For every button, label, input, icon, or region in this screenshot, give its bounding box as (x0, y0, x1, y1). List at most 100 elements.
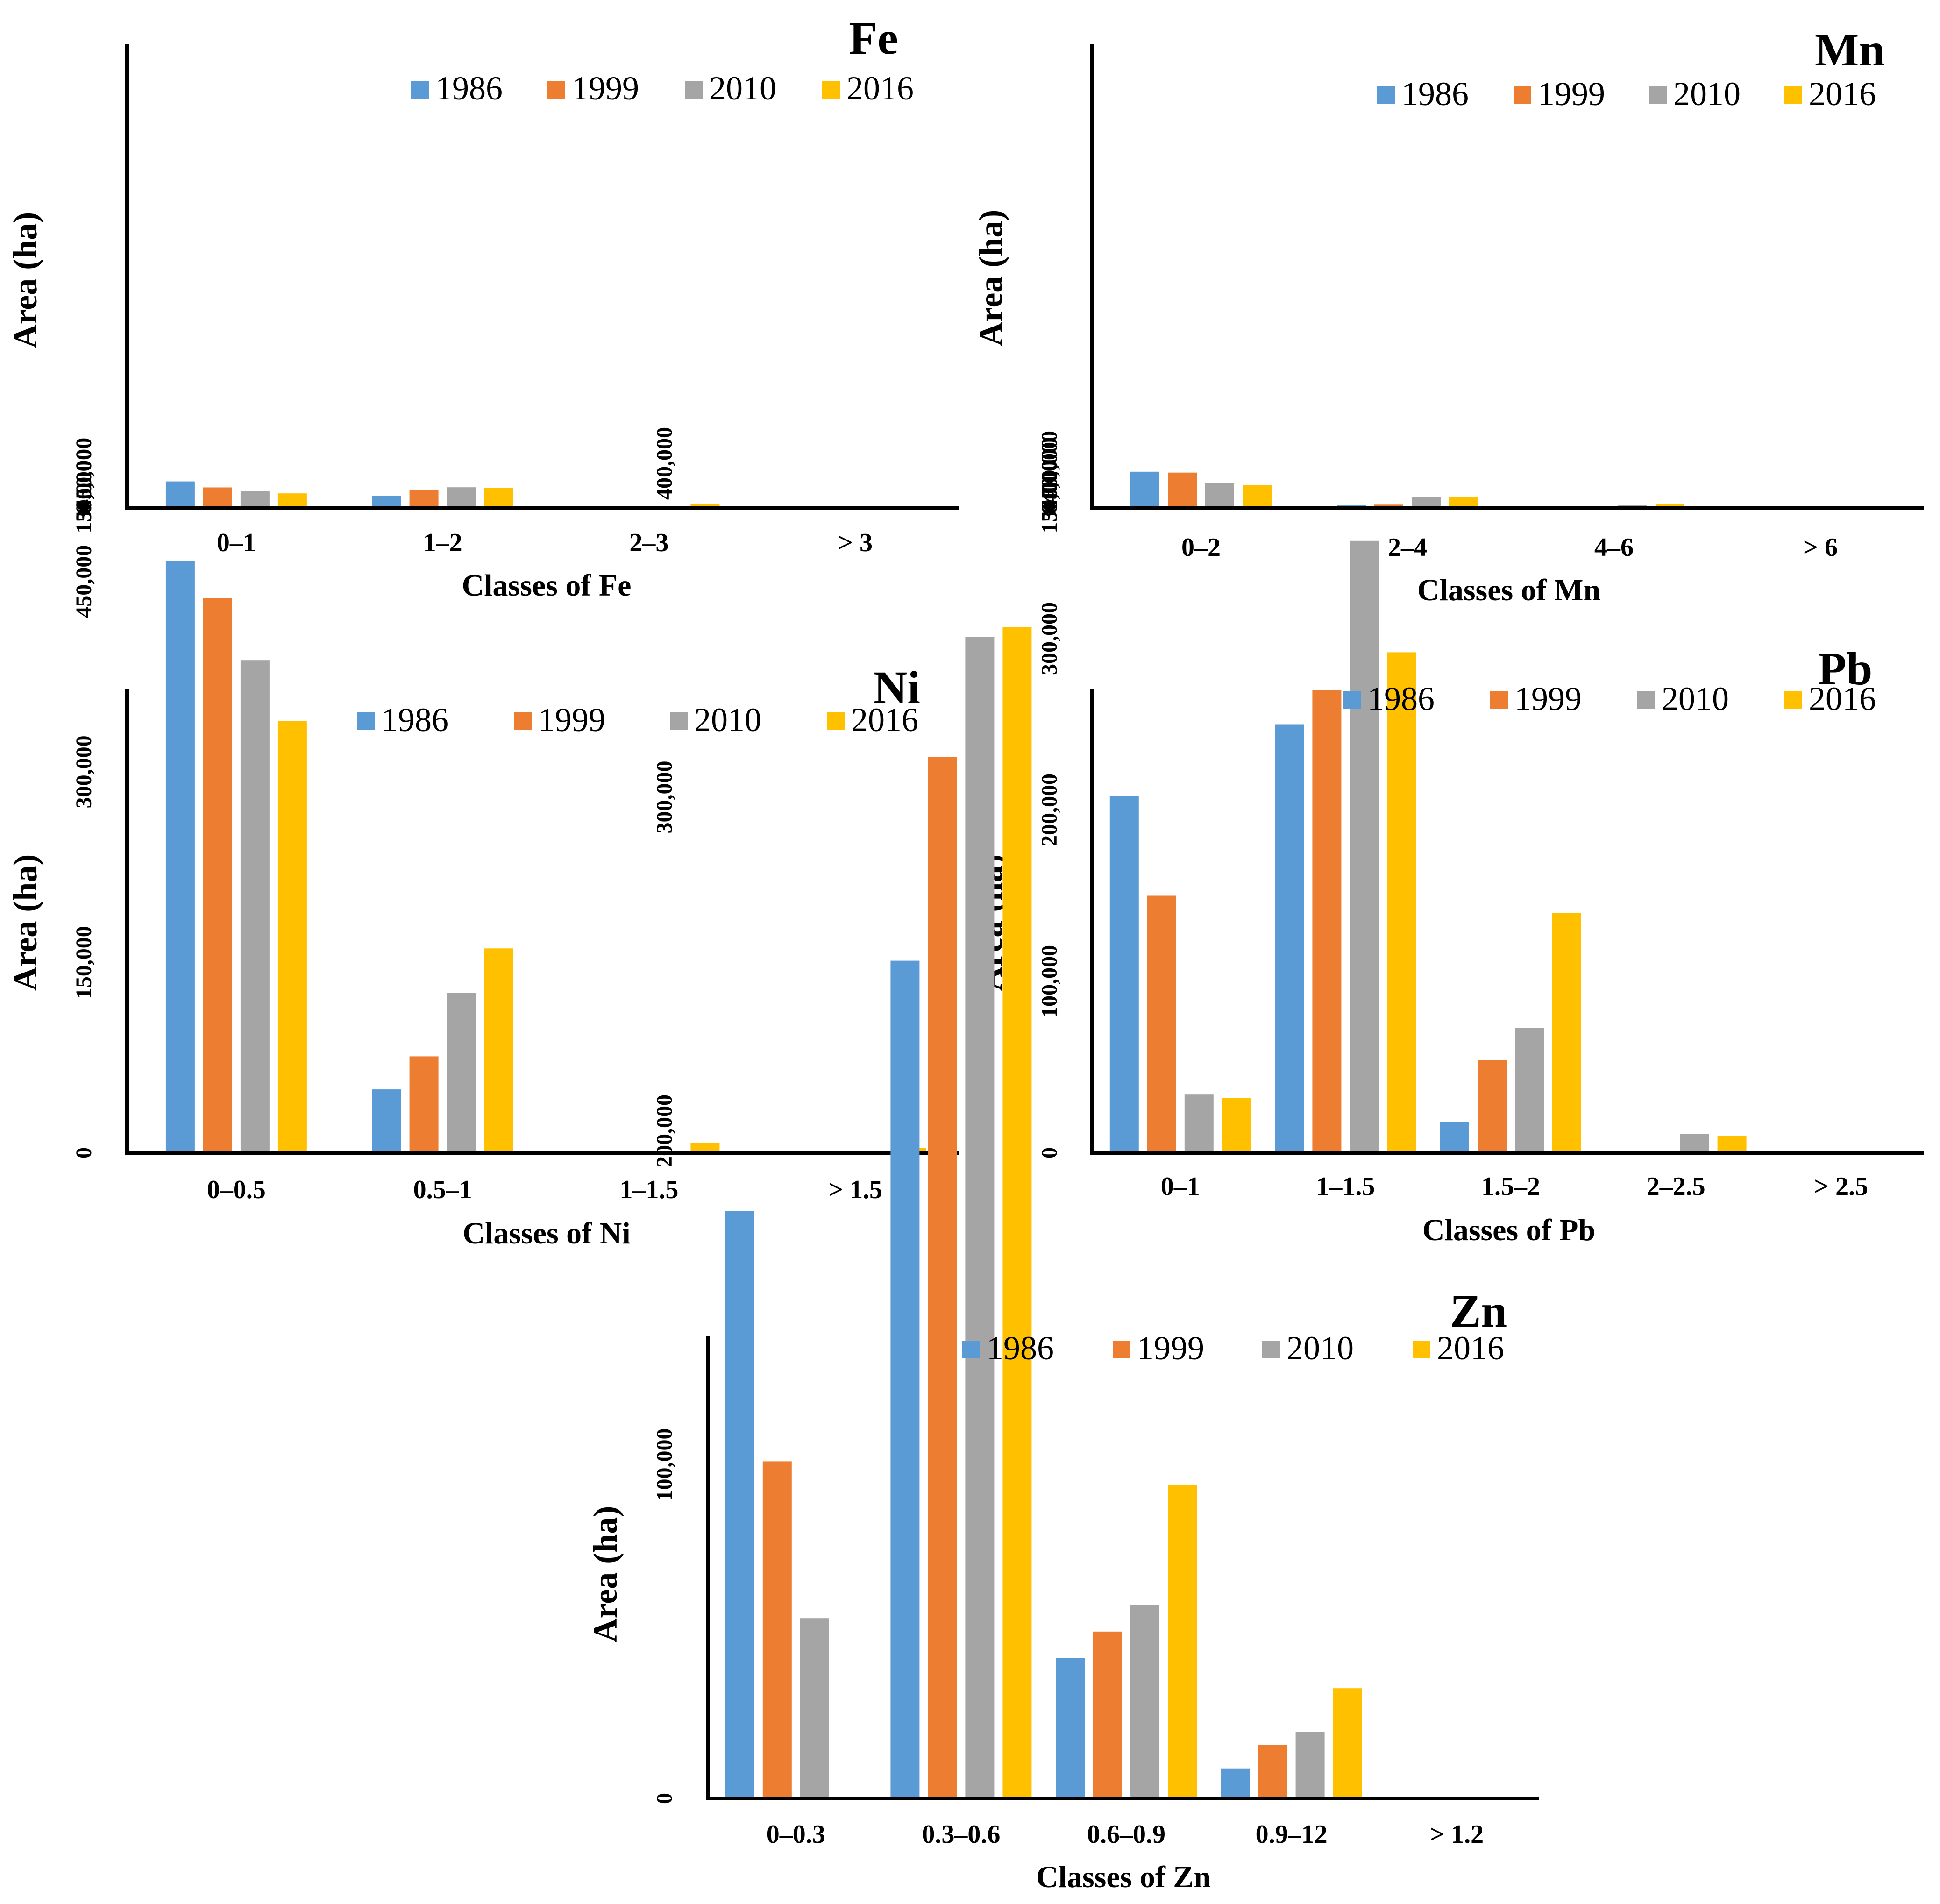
category-label-zn: > 1.2 (1429, 1820, 1484, 1849)
bar-ni-2010-0 (240, 660, 270, 1153)
y-tick-label-fe: 150,000 (71, 461, 96, 533)
bar-ni-2016-2 (690, 1143, 720, 1153)
legend-label-pb-2016: 2016 (1809, 680, 1876, 718)
y-tick-label-ni: 450,000 (71, 545, 96, 618)
x-axis-title-fe: Classes of Fe (462, 568, 632, 603)
category-label-zn: 0–0.3 (767, 1820, 825, 1849)
y-tick-label-mn: 300,000 (1037, 449, 1062, 522)
legend-label-zn-1999: 1999 (1137, 1329, 1204, 1367)
bar-fe-1999-0 (203, 487, 232, 508)
legend-label-mn-1986: 1986 (1401, 75, 1469, 113)
category-label-fe: > 3 (838, 528, 873, 557)
bar-fe-2016-2 (690, 504, 720, 508)
legend-swatch-zn-1986 (962, 1341, 980, 1358)
bar-fe-2016-1 (484, 488, 513, 508)
bar-zn-1999-0 (762, 1461, 792, 1798)
legend-label-fe-1986: 1986 (435, 70, 503, 107)
category-label-fe: 0–1 (217, 528, 256, 557)
legend-swatch-fe-1999 (547, 81, 565, 99)
bar-mn-2010-0 (1205, 483, 1234, 508)
chart-ni: 0 150,000 300,000 450,000 0–0.5 0.5–1 1–1.5 > 1… (7, 545, 959, 1250)
category-label-ni: 0–0.5 (207, 1175, 266, 1204)
bar-pb-1986-0 (1109, 796, 1139, 1153)
bar-pb-2016-3 (1717, 1136, 1747, 1153)
bar-pb-2016-0 (1222, 1098, 1251, 1153)
bar-zn-2016-2 (1168, 1485, 1197, 1798)
category-label-pb: 2–2.5 (1647, 1172, 1705, 1201)
bar-ni-1999-1 (409, 1056, 439, 1153)
bar-zn-1999-2 (1093, 1631, 1122, 1799)
bar-pb-1999-0 (1147, 895, 1176, 1153)
y-tick-label-zn: 400,000 (652, 427, 677, 500)
y-tick-label-pb: 400,000 (1037, 431, 1062, 504)
legend-label-fe-1999: 1999 (572, 70, 639, 107)
category-label-ni: 1–1.5 (619, 1175, 678, 1204)
legend-swatch-mn-1986 (1377, 86, 1395, 104)
bar-mn-2016-0 (1243, 485, 1272, 508)
bar-ni-2010-1 (447, 993, 476, 1153)
bar-zn-2016-1 (1002, 627, 1032, 1798)
legend-swatch-fe-1986 (411, 81, 429, 99)
legend-label-mn-1999: 1999 (1538, 75, 1605, 113)
y-tick-label-fe: 0 (71, 503, 96, 514)
y-tick-label-pb: 300,000 (1037, 602, 1062, 675)
category-label-ni: > 1.5 (828, 1175, 882, 1204)
category-label-mn: > 6 (1803, 533, 1838, 562)
category-label-mn: 0–2 (1181, 533, 1221, 562)
chart-title-mn: Mn (1815, 24, 1885, 76)
bar-ni-1999-0 (203, 598, 232, 1153)
bar-fe-2016-0 (277, 493, 307, 508)
legend-swatch-zn-2016 (1413, 1341, 1430, 1358)
bar-zn-2010-2 (1130, 1605, 1159, 1798)
bar-zn-1986-0 (725, 1211, 754, 1798)
y-tick-label-fe: 450,000 (71, 438, 96, 511)
bar-ni-1986-0 (165, 561, 195, 1153)
bar-zn-1986-2 (1056, 1658, 1085, 1798)
y-tick-label-zn: 200,000 (652, 1094, 677, 1167)
bar-fe-1986-0 (165, 481, 195, 508)
bar-mn-1986-0 (1130, 471, 1159, 508)
bar-zn-1986-1 (890, 960, 920, 1798)
bar-pb-2016-2 (1552, 913, 1581, 1153)
y-tick-label-ni: 300,000 (71, 735, 96, 808)
legend-swatch-ni-1999 (514, 712, 532, 730)
category-label-zn: 0.9–12 (1256, 1820, 1328, 1849)
y-tick-label-pb: 100,000 (1037, 945, 1062, 1018)
y-axis-title-mn: Area (ha) (972, 210, 1009, 347)
y-tick-label-pb: 0 (1037, 1147, 1062, 1158)
bar-zn-2010-0 (800, 1618, 829, 1798)
chart-title-zn: Zn (1450, 1285, 1507, 1337)
legend-swatch-fe-2016 (822, 81, 840, 99)
bar-fe-2010-0 (240, 491, 270, 508)
y-tick-label-fe: 300,000 (71, 449, 96, 522)
legend-swatch-mn-1999 (1514, 86, 1531, 104)
bar-zn-2016-3 (1333, 1688, 1362, 1798)
legend-swatch-pb-2010 (1637, 691, 1655, 709)
y-tick-label-pb: 200,000 (1037, 774, 1062, 846)
y-axis-title-zn: Area (ha) (587, 1506, 624, 1643)
category-label-ni: 0.5–1 (413, 1175, 472, 1204)
legend-label-zn-1986: 1986 (987, 1329, 1054, 1367)
bar-mn-2010-1 (1412, 497, 1441, 508)
chart-title-ni: Ni (874, 661, 920, 713)
bar-pb-2010-2 (1515, 1028, 1544, 1153)
bar-zn-2010-3 (1295, 1732, 1325, 1798)
y-tick-label-ni: 0 (71, 1147, 96, 1158)
category-label-mn: 4–6 (1594, 533, 1634, 562)
y-axis-title-fe: Area (ha) (7, 212, 44, 349)
bar-fe-2010-1 (447, 487, 476, 508)
x-axis-title-mn: Classes of Mn (1417, 573, 1600, 607)
chart-title-pb: Pb (1818, 643, 1873, 695)
y-tick-label-mn: 0 (1037, 503, 1062, 514)
bar-pb-2010-1 (1350, 540, 1379, 1153)
category-label-fe: 1–2 (423, 528, 462, 557)
bar-pb-2016-1 (1387, 652, 1416, 1153)
category-label-pb: > 2.5 (1814, 1172, 1868, 1201)
bar-ni-1986-1 (372, 1089, 401, 1153)
x-axis-title-zn: Classes of Zn (1036, 1860, 1211, 1894)
bar-fe-1999-1 (409, 490, 439, 508)
bar-zn-1999-3 (1258, 1745, 1287, 1798)
